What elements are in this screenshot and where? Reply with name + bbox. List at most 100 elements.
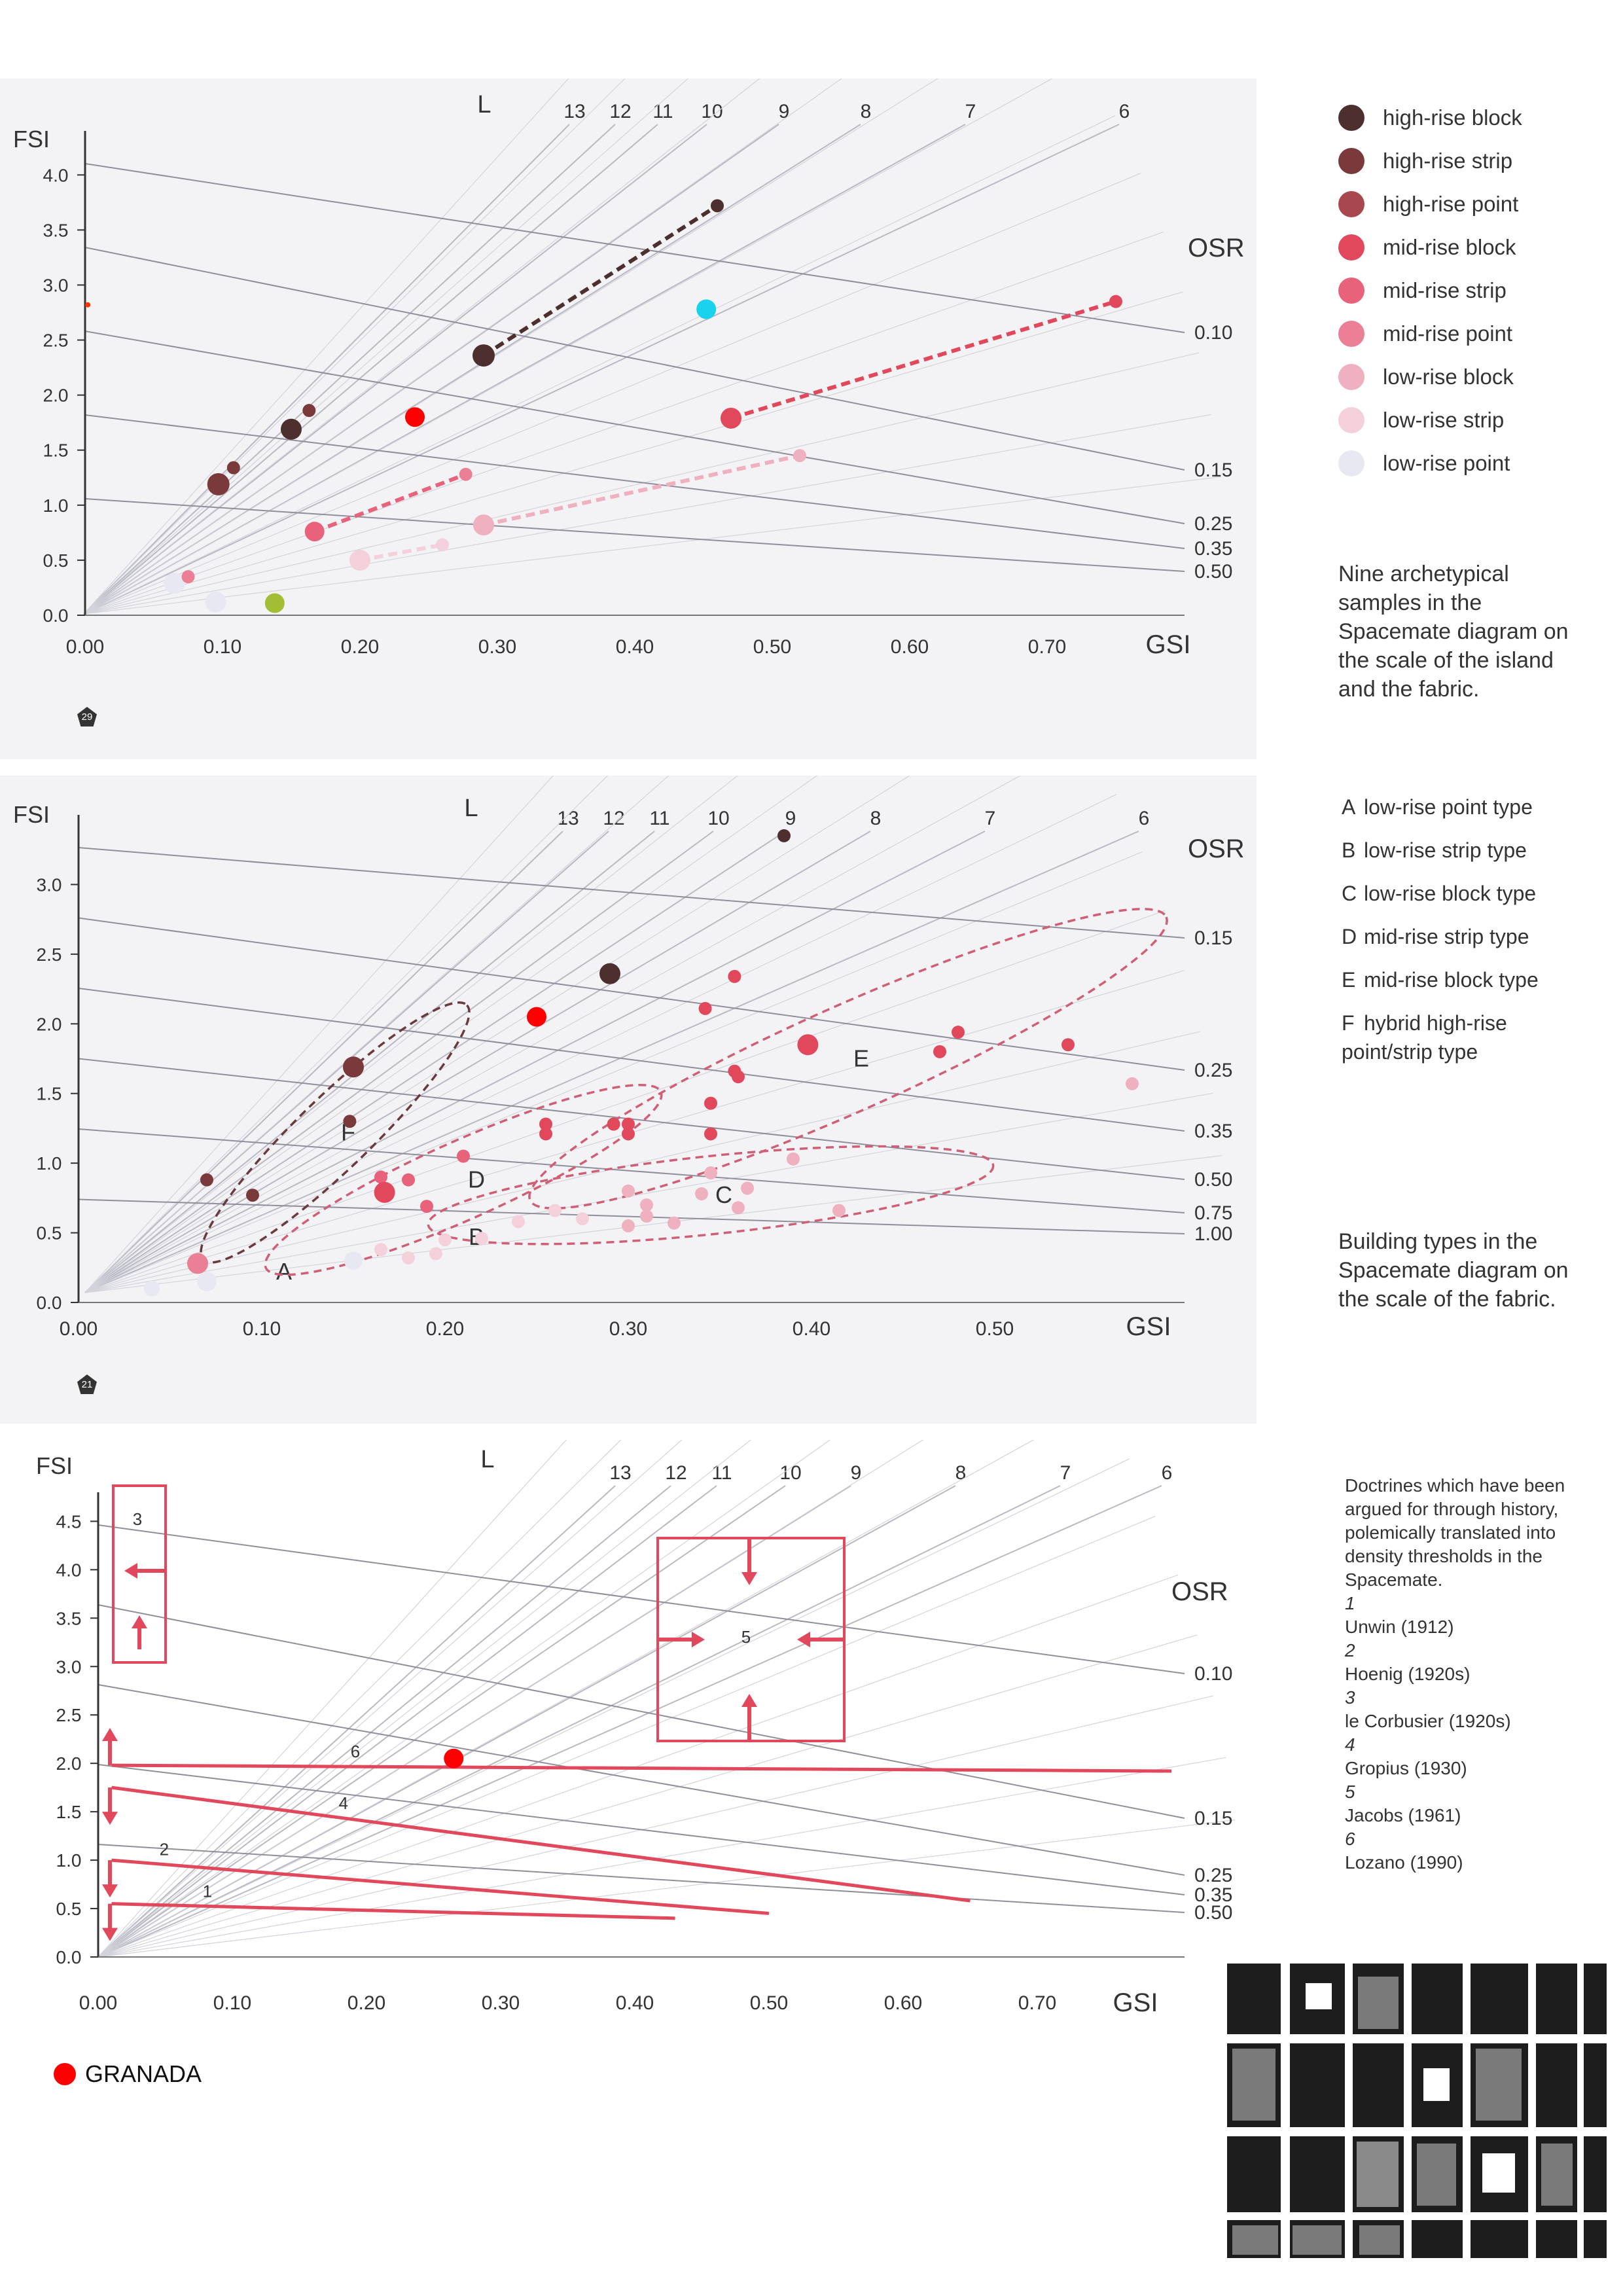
osr-line — [84, 331, 1185, 524]
x-tick-label: 0.50 — [753, 636, 791, 658]
arrow-down-icon — [741, 1572, 757, 1585]
highlight-point — [405, 407, 425, 427]
data-point — [475, 1232, 488, 1246]
l-axis-label: L — [477, 91, 491, 118]
l-line-label: 11 — [711, 1462, 732, 1484]
link-line — [730, 299, 1116, 420]
doctrine-name: Unwin (1912) — [1345, 1617, 1454, 1637]
data-point — [374, 1170, 387, 1184]
x-tick-label: 0.20 — [426, 1318, 464, 1340]
y-tick-label: 2.5 — [43, 331, 69, 351]
data-point — [607, 1117, 620, 1131]
y-tick-label: 2.0 — [37, 1014, 62, 1034]
osr-line-label: 0.50 — [1194, 1902, 1232, 1924]
data-point — [197, 1272, 217, 1292]
y-tick-label: 1.5 — [56, 1802, 82, 1822]
l-line-label: 7 — [965, 101, 976, 122]
panel-archetypes: 13 12 11 10 9 8 7 6 L 0.10 0.15 0.25 0.35 0.50 OSR 0.0 0… — [0, 79, 1623, 759]
l-line — [84, 831, 786, 1293]
fan-line — [83, 476, 1221, 615]
doctrine-line-label: 4 — [339, 1793, 348, 1813]
l-line-label: 9 — [851, 1462, 862, 1484]
panel-doctrines: 13 12 11 10 9 8 7 6 L 0.10 0.15 0.25 0.35 0.50 OSR 0.0 0… — [0, 1440, 1623, 2055]
l-line-label: 7 — [1060, 1462, 1071, 1484]
osr-axis-label: OSR — [1188, 834, 1245, 863]
data-point — [436, 538, 449, 552]
arrow-down-icon — [102, 1928, 118, 1941]
legend-label: low-rise point — [1383, 451, 1510, 475]
doctrine-list: Doctrines which have been argued for thr… — [1345, 1474, 1607, 1874]
highlight-point — [264, 593, 285, 613]
l-line — [84, 831, 714, 1293]
type-label: low-rise strip type — [1364, 838, 1527, 862]
spacemate-chart-doctrines: 13 12 11 10 9 8 7 6L0.100.150.250.350.50OSR0.00… — [36, 1440, 1236, 2017]
data-point — [698, 1001, 712, 1015]
data-point — [640, 1210, 653, 1223]
data-point — [741, 1181, 754, 1195]
y-tick-label: 1.0 — [43, 495, 69, 516]
legend-swatch — [1338, 450, 1364, 476]
osr-line-label: 0.35 — [1194, 1121, 1232, 1142]
fan-line — [83, 115, 1116, 615]
doctrine-item: 3 le Corbusier (1920s) — [1345, 1686, 1607, 1733]
legend-swatch — [1338, 148, 1364, 174]
fan-line — [84, 1092, 1213, 1293]
data-point — [304, 522, 325, 542]
y-tick-label: 2.0 — [43, 386, 69, 406]
l-line — [83, 124, 616, 615]
l-line-label: 13 — [557, 808, 579, 829]
data-point — [144, 1280, 160, 1297]
l-line-label: 13 — [609, 1462, 631, 1484]
osr-line-label: 0.25 — [1194, 1060, 1232, 1081]
fan-line — [98, 1634, 1198, 1958]
region-label: D — [468, 1166, 485, 1193]
fan-line — [98, 1440, 622, 1958]
panel-background — [0, 776, 1257, 1424]
region-label: E — [853, 1045, 869, 1072]
data-point — [512, 1215, 525, 1229]
y-tick-label: 0.0 — [56, 1947, 82, 1967]
region-ellipse — [427, 1145, 995, 1246]
doctrine-item: 4 Gropius (1930) — [1345, 1733, 1607, 1780]
x-tick-label: 0.10 — [204, 636, 241, 658]
osr-line — [78, 847, 1185, 939]
region-label: A — [276, 1258, 292, 1285]
doctrine-number: 3 — [1345, 1687, 1355, 1708]
osr-line-label: 0.35 — [1194, 1884, 1232, 1906]
y-tick-label: 2.0 — [56, 1753, 82, 1774]
type-label: mid-rise strip type — [1364, 925, 1529, 948]
fan-line — [83, 414, 1212, 615]
osr-line — [78, 1198, 1185, 1234]
doctrine-number: 6 — [1345, 1829, 1355, 1849]
fan-line — [84, 776, 554, 1293]
y-tick-label: 1.0 — [56, 1850, 82, 1871]
y-tick-label: 3.0 — [56, 1657, 82, 1677]
highlight-point — [85, 302, 91, 308]
osr-line — [78, 988, 1185, 1132]
fan-line — [98, 1695, 1214, 1958]
x-tick-label: 0.20 — [348, 1992, 385, 2014]
l-line — [84, 831, 563, 1293]
caption-archetypes: Nine archetypical samples in the Spacema… — [1338, 562, 1569, 702]
fan-line — [83, 79, 626, 615]
y-axis-label: FSI — [36, 1452, 73, 1479]
data-point — [539, 1127, 552, 1141]
osr-line-label: 0.50 — [1194, 1169, 1232, 1191]
fan-line — [83, 173, 1141, 615]
legend-label: mid-rise block — [1383, 235, 1516, 259]
legend-swatch — [1338, 191, 1364, 217]
doctrine-item: 2 Hoenig (1920s) — [1345, 1639, 1607, 1686]
data-point — [695, 1187, 708, 1200]
x-tick-label: 0.00 — [60, 1318, 98, 1340]
osr-line-label: 0.35 — [1194, 538, 1232, 560]
spacemate-chart-archetypes: 13 12 11 10 9 8 7 6L0.100.150.250.350.50OSR0.00… — [13, 79, 1245, 659]
fan-line — [84, 794, 1117, 1293]
osr-line-label: 1.00 — [1194, 1223, 1232, 1245]
legend-swatch — [1338, 321, 1364, 347]
data-point — [1109, 295, 1122, 308]
x-axis-label: GSI — [1146, 630, 1191, 659]
y-tick-label: 3.5 — [43, 220, 69, 240]
osr-line — [98, 1524, 1185, 1674]
